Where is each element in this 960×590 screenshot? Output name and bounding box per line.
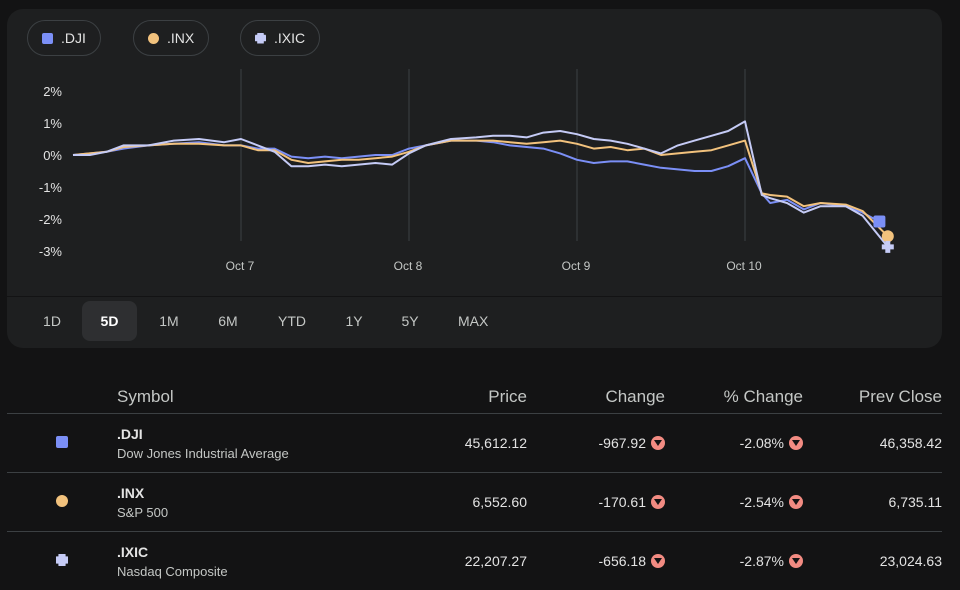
change-cell: -656.18 [527, 532, 665, 590]
legend-label: .DJI [61, 30, 86, 46]
prev-close-cell: 23,024.63 [803, 532, 942, 590]
x-tick-label: Oct 9 [562, 259, 591, 273]
table-row[interactable]: .DJI Dow Jones Industrial Average 45,612… [7, 414, 942, 473]
legend-chip-inx[interactable]: .INX [133, 20, 209, 56]
arrow-down-icon [651, 554, 665, 568]
quotes-table: Symbol Price Change % Change Prev Close … [7, 381, 942, 590]
table-row[interactable]: .INX S&P 500 6,552.60 -170.61 -2.54% 6,7… [7, 473, 942, 532]
legend-chip-dji[interactable]: .DJI [27, 20, 101, 56]
circle-marker-icon [56, 495, 68, 507]
symbol-name: Nasdaq Composite [117, 564, 377, 579]
pct-change-cell: -2.54% [665, 473, 803, 532]
arrow-down-icon [651, 436, 665, 450]
range-max-button[interactable]: MAX [448, 301, 498, 341]
pct-change-cell: -2.08% [665, 414, 803, 473]
legend-label: .IXIC [274, 30, 305, 46]
x-tick-label: Oct 8 [394, 259, 423, 273]
pct-change-header[interactable]: % Change [665, 381, 803, 414]
price-cell: 6,552.60 [377, 473, 527, 532]
symbol-ticker[interactable]: .DJI [117, 426, 377, 442]
range-selector: 1D 5D 1M 6M YTD 1Y 5Y MAX [7, 296, 942, 348]
change-header[interactable]: Change [527, 381, 665, 414]
square-marker-icon [56, 436, 68, 448]
change-cell: -170.61 [527, 473, 665, 532]
y-tick-label: -2% [39, 212, 63, 227]
symbol-ticker[interactable]: .IXIC [117, 544, 377, 560]
y-tick-label: 0% [43, 148, 62, 163]
pct-change-value: -2.54% [740, 494, 784, 510]
cross-marker-icon [56, 554, 68, 566]
change-value: -967.92 [599, 435, 646, 451]
end-marker-dji [873, 216, 885, 228]
line-chart[interactable]: 2% 1% 0% -1% -2% -3% Oct 7 Oct 8 Oct 9 Oct 10 [7, 69, 942, 294]
pct-change-cell: -2.87% [665, 532, 803, 590]
range-6m-button[interactable]: 6M [208, 301, 248, 341]
price-cell: 22,207.27 [377, 532, 527, 590]
symbol-header[interactable]: Symbol [117, 381, 377, 414]
price-cell: 45,612.12 [377, 414, 527, 473]
y-tick-label: -1% [39, 180, 63, 195]
range-ytd-button[interactable]: YTD [268, 301, 316, 341]
price-header[interactable]: Price [377, 381, 527, 414]
x-tick-label: Oct 7 [226, 259, 255, 273]
range-1d-button[interactable]: 1D [32, 301, 72, 341]
change-cell: -967.92 [527, 414, 665, 473]
change-value: -170.61 [599, 494, 646, 510]
series-line-inx [73, 141, 888, 237]
chart-card: .DJI .INX .IXIC 2% 1% 0% -1% -2% -3% Oct 7 Oct … [7, 9, 942, 348]
circle-marker-icon [148, 33, 159, 44]
prev-close-header[interactable]: Prev Close [803, 381, 942, 414]
square-marker-icon [42, 33, 53, 44]
pct-change-value: -2.08% [740, 435, 784, 451]
y-tick-label: -3% [39, 244, 63, 259]
range-1m-button[interactable]: 1M [149, 301, 189, 341]
table-row[interactable]: .IXIC Nasdaq Composite 22,207.27 -656.18… [7, 532, 942, 590]
y-tick-label: 2% [43, 84, 62, 99]
pct-change-value: -2.87% [740, 553, 784, 569]
table-header-row: Symbol Price Change % Change Prev Close [7, 381, 942, 414]
legend-label: .INX [167, 30, 194, 46]
arrow-down-icon [789, 554, 803, 568]
cross-marker-icon [255, 33, 266, 44]
range-5y-button[interactable]: 5Y [390, 301, 430, 341]
arrow-down-icon [789, 495, 803, 509]
arrow-down-icon [789, 436, 803, 450]
prev-close-cell: 46,358.42 [803, 414, 942, 473]
range-1y-button[interactable]: 1Y [334, 301, 374, 341]
symbol-name: S&P 500 [117, 505, 377, 520]
symbol-ticker[interactable]: .INX [117, 485, 377, 501]
x-tick-label: Oct 10 [726, 259, 762, 273]
prev-close-cell: 6,735.11 [803, 473, 942, 532]
range-5d-button[interactable]: 5D [82, 301, 137, 341]
y-tick-label: 1% [43, 116, 62, 131]
legend-chip-ixic[interactable]: .IXIC [240, 20, 320, 56]
arrow-down-icon [651, 495, 665, 509]
symbol-name: Dow Jones Industrial Average [117, 446, 377, 461]
end-marker-inx [882, 230, 894, 242]
change-value: -656.18 [599, 553, 646, 569]
